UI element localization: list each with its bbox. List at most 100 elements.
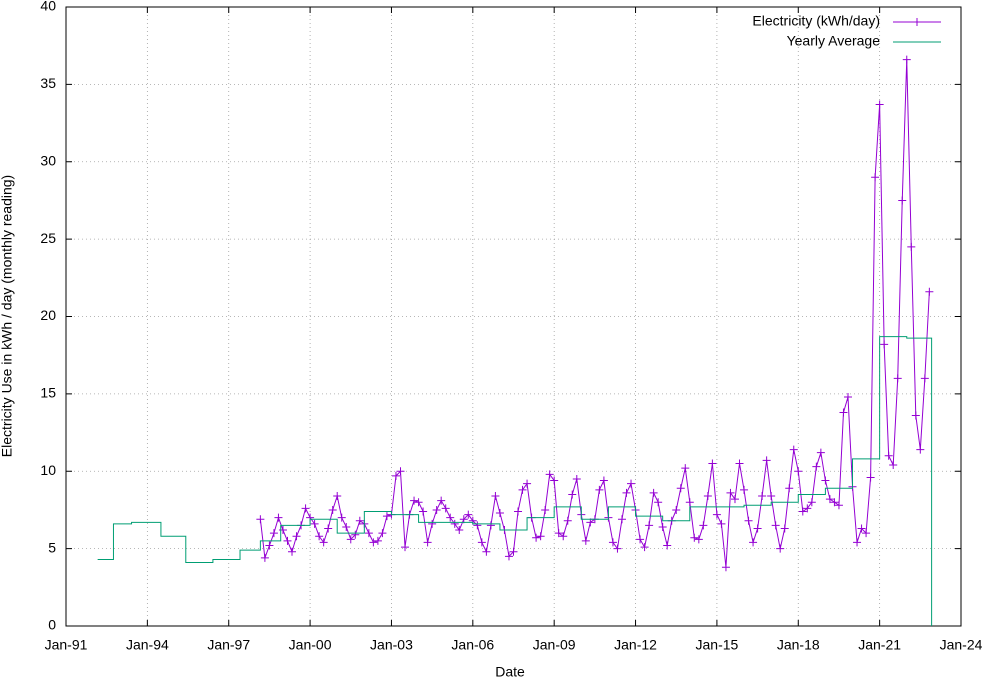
point bbox=[730, 495, 739, 504]
point bbox=[432, 505, 441, 514]
point bbox=[532, 533, 541, 542]
point bbox=[410, 496, 419, 505]
point bbox=[450, 519, 459, 528]
point bbox=[301, 504, 310, 513]
x-tick-label: Jan-18 bbox=[777, 637, 820, 653]
point bbox=[871, 173, 880, 182]
point bbox=[785, 484, 794, 493]
x-tick-label: Jan-00 bbox=[289, 637, 332, 653]
point bbox=[541, 505, 550, 514]
point bbox=[758, 492, 767, 501]
point bbox=[617, 515, 626, 524]
y-tick-label: 35 bbox=[40, 75, 56, 91]
y-tick-label: 25 bbox=[40, 230, 56, 246]
y-axis-label: Electricity Use in kWh / day (monthly re… bbox=[0, 175, 15, 457]
point bbox=[319, 538, 328, 547]
point bbox=[337, 513, 346, 522]
point bbox=[373, 536, 382, 545]
point bbox=[278, 526, 287, 535]
point bbox=[310, 519, 319, 528]
point bbox=[441, 504, 450, 513]
point bbox=[862, 529, 871, 538]
x-tick-label: Jan-21 bbox=[858, 637, 901, 653]
point bbox=[473, 521, 482, 530]
point bbox=[260, 553, 269, 562]
point bbox=[740, 485, 749, 494]
data-line bbox=[259, 59, 930, 568]
point bbox=[676, 484, 685, 493]
point bbox=[875, 100, 884, 109]
point bbox=[292, 532, 301, 541]
point bbox=[608, 538, 617, 547]
point bbox=[351, 530, 360, 539]
y-tick-label: 30 bbox=[40, 152, 56, 168]
point bbox=[559, 532, 568, 541]
x-tick-label: Jan-15 bbox=[696, 637, 739, 653]
point bbox=[423, 538, 432, 547]
point bbox=[699, 521, 708, 530]
point bbox=[486, 521, 495, 530]
point bbox=[803, 504, 812, 513]
point bbox=[735, 459, 744, 468]
point bbox=[355, 516, 364, 525]
point bbox=[907, 242, 916, 251]
point bbox=[807, 498, 816, 507]
x-axis-label: Date bbox=[495, 664, 525, 679]
point bbox=[514, 507, 523, 516]
point bbox=[681, 464, 690, 473]
point bbox=[572, 474, 581, 483]
point bbox=[812, 462, 821, 471]
point bbox=[663, 541, 672, 550]
point bbox=[613, 544, 622, 553]
y-tick-label: 15 bbox=[40, 385, 56, 401]
point bbox=[428, 519, 437, 528]
point bbox=[382, 512, 391, 521]
point bbox=[762, 456, 771, 465]
point bbox=[893, 374, 902, 383]
point bbox=[581, 536, 590, 545]
x-tick-label: Jan-97 bbox=[207, 637, 250, 653]
legend-label: Electricity (kWh/day) bbox=[752, 13, 880, 29]
point bbox=[504, 552, 513, 561]
point bbox=[843, 392, 852, 401]
point bbox=[789, 445, 798, 454]
point bbox=[649, 488, 658, 497]
point bbox=[902, 55, 911, 64]
x-tick-label: Jan-03 bbox=[370, 637, 413, 653]
point bbox=[523, 479, 532, 488]
point bbox=[568, 490, 577, 499]
point bbox=[636, 535, 645, 544]
point bbox=[482, 547, 491, 556]
point bbox=[536, 532, 545, 541]
point bbox=[509, 547, 518, 556]
point bbox=[269, 529, 278, 538]
x-tick-label: Jan-24 bbox=[940, 637, 983, 653]
point bbox=[315, 532, 324, 541]
legend-point bbox=[913, 18, 921, 26]
point bbox=[816, 448, 825, 457]
point bbox=[703, 492, 712, 501]
y-tick-label: 20 bbox=[40, 307, 56, 323]
x-tick-label: Jan-91 bbox=[45, 637, 88, 653]
point bbox=[563, 516, 572, 525]
point bbox=[830, 498, 839, 507]
point bbox=[916, 445, 925, 454]
point bbox=[477, 538, 486, 547]
point bbox=[911, 411, 920, 420]
point bbox=[853, 538, 862, 547]
point bbox=[857, 524, 866, 533]
point bbox=[545, 470, 554, 479]
point bbox=[708, 459, 717, 468]
point bbox=[839, 408, 848, 417]
point bbox=[694, 535, 703, 544]
point bbox=[414, 498, 423, 507]
point bbox=[396, 467, 405, 476]
point bbox=[767, 492, 776, 501]
point bbox=[554, 529, 563, 538]
point bbox=[672, 505, 681, 514]
point bbox=[595, 485, 604, 494]
point bbox=[342, 522, 351, 531]
point bbox=[401, 543, 410, 552]
point bbox=[265, 541, 274, 550]
point bbox=[880, 340, 889, 349]
